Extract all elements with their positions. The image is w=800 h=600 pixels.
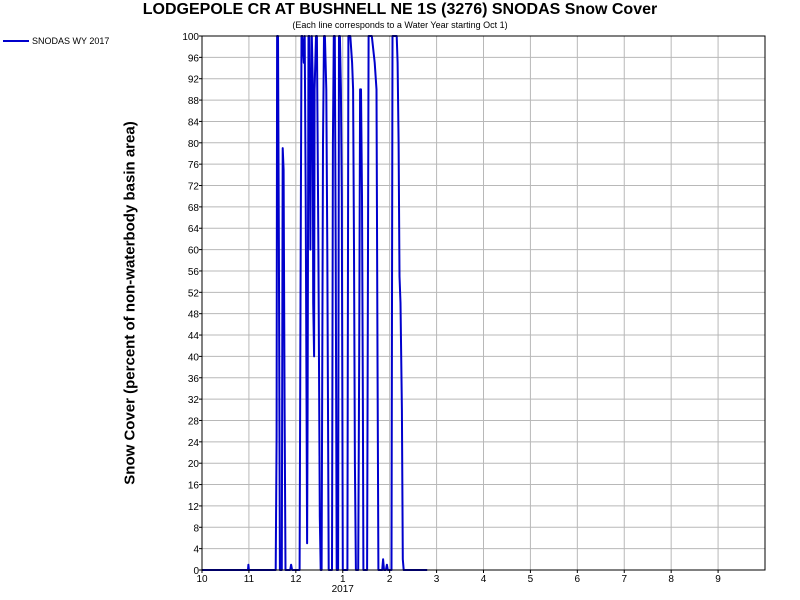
y-tick-label: 4 [193, 545, 199, 556]
y-tick-label: 76 [188, 160, 200, 171]
x-tick-label: 4 [481, 574, 487, 585]
y-tick-label: 28 [188, 416, 200, 427]
x-tick-label: 1 [340, 574, 346, 585]
y-tick-label: 84 [188, 117, 200, 128]
y-tick-label: 96 [188, 53, 200, 64]
y-tick-label: 40 [188, 352, 200, 363]
y-tick-label: 100 [182, 32, 199, 43]
series-line-0 [202, 35, 428, 571]
x-year-label: 2017 [332, 584, 355, 595]
legend-label: SNODAS WY 2017 [32, 36, 110, 46]
x-tick-label: 6 [575, 574, 581, 585]
legend: SNODAS WY 2017 [3, 36, 109, 46]
y-tick-label: 8 [193, 523, 199, 534]
x-tick-label: 7 [621, 574, 627, 585]
y-tick-label: 0 [193, 566, 199, 577]
x-tick-label: 9 [715, 574, 721, 585]
y-tick-label: 48 [188, 310, 200, 321]
y-tick-label: 24 [188, 438, 200, 449]
y-tick-label: 80 [188, 139, 200, 150]
y-tick-label: 60 [188, 246, 200, 257]
x-tick-label: 5 [528, 574, 534, 585]
series-layer [202, 35, 428, 571]
y-ticks: 0481216202428323640444852566064687276808… [182, 32, 202, 577]
grid [201, 35, 765, 571]
y-tick-label: 68 [188, 203, 200, 214]
x-tick-label: 3 [434, 574, 440, 585]
x-tick-label: 11 [244, 574, 255, 585]
x-tick-label: 10 [196, 574, 208, 585]
x-tick-label: 2 [387, 574, 393, 585]
y-tick-label: 92 [188, 75, 200, 86]
chart-subtitle: (Each line corresponds to a Water Year s… [292, 20, 508, 30]
legend-swatch [3, 40, 29, 42]
x-tick-label: 8 [668, 574, 674, 585]
y-tick-label: 88 [188, 96, 200, 107]
x-tick-label: 12 [290, 574, 302, 585]
chart-title: LODGEPOLE CR AT BUSHNELL NE 1S (3276) SN… [142, 1, 658, 18]
y-tick-label: 72 [188, 182, 200, 193]
y-tick-label: 64 [188, 224, 200, 235]
y-tick-label: 32 [188, 395, 200, 406]
y-tick-label: 20 [188, 459, 200, 470]
y-tick-label: 56 [188, 267, 200, 278]
y-tick-label: 16 [188, 481, 200, 492]
y-tick-label: 52 [188, 288, 200, 299]
y-tick-label: 36 [188, 374, 200, 385]
y-tick-label: 44 [188, 331, 200, 342]
y-tick-label: 12 [188, 502, 200, 513]
